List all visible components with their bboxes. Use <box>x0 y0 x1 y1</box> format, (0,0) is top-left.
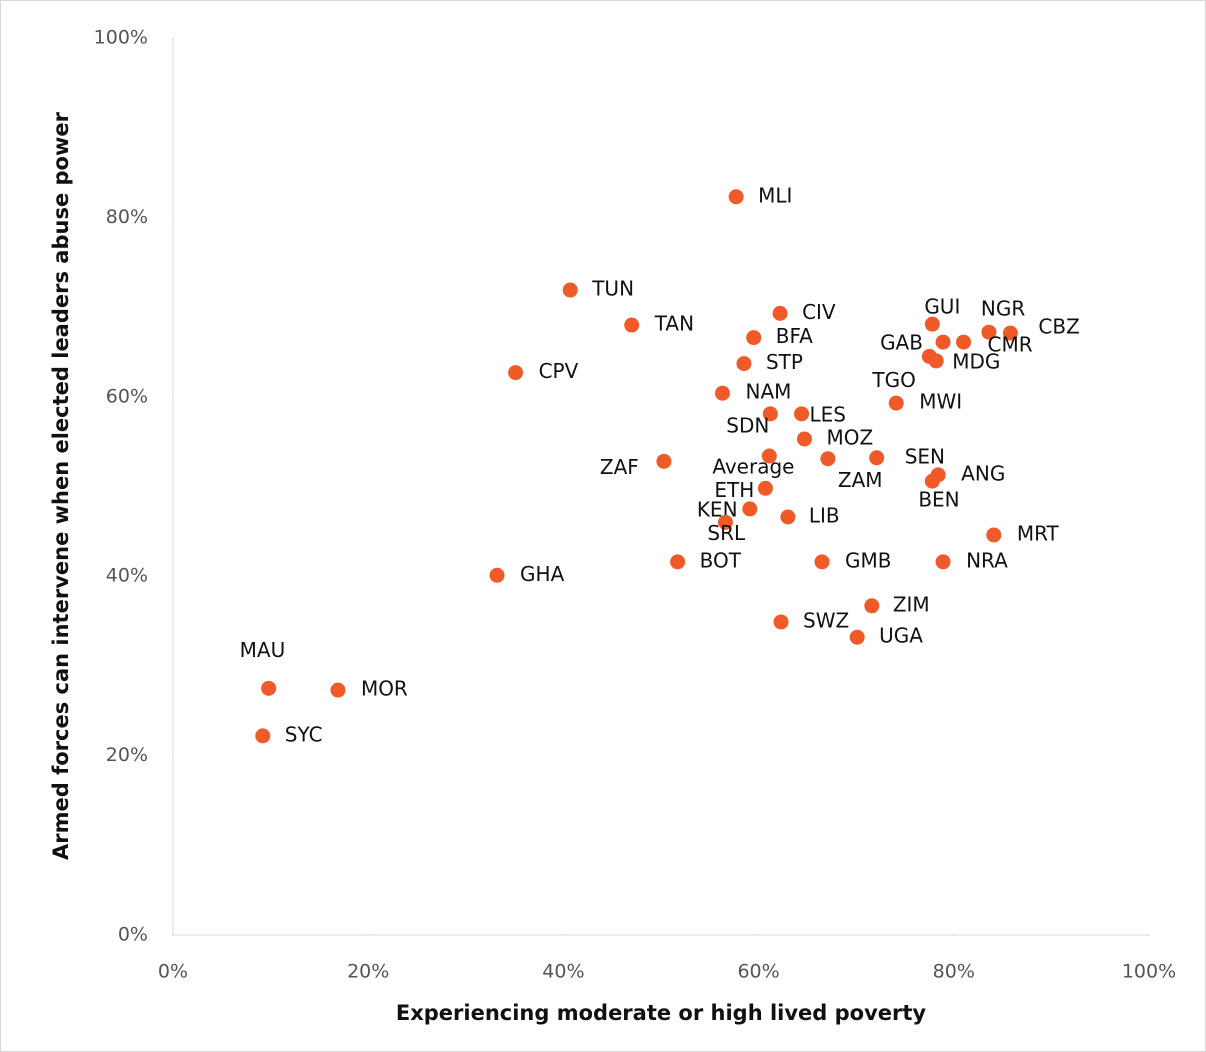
point-label: BOT <box>700 548 742 572</box>
point-label: BEN <box>918 488 959 512</box>
point-label: NGR <box>981 297 1025 321</box>
point <box>888 395 904 411</box>
point-label: SDN <box>726 413 769 437</box>
point <box>820 451 836 467</box>
point <box>746 330 762 346</box>
point <box>794 406 810 422</box>
point <box>780 509 796 525</box>
point <box>508 365 524 381</box>
y-tick-label: 100% <box>94 27 148 49</box>
point-label: ZAM <box>838 468 883 492</box>
point <box>773 614 789 630</box>
point-label: CIV <box>802 300 836 324</box>
point-label: CMR <box>988 333 1033 357</box>
point-label: UGA <box>879 624 923 648</box>
y-tick-label: 80% <box>106 206 148 228</box>
point <box>757 480 773 496</box>
point <box>986 527 1002 543</box>
point <box>670 554 686 570</box>
point <box>261 680 277 696</box>
point <box>489 567 505 583</box>
x-tick-label: 60% <box>737 961 779 983</box>
point-label: SEN <box>905 444 945 468</box>
y-tick-label: 0% <box>118 924 148 946</box>
point <box>717 514 733 530</box>
point-label: ZAF <box>600 455 639 479</box>
x-tick-label: 100% <box>1122 961 1176 983</box>
point <box>981 324 997 340</box>
point <box>935 554 951 570</box>
point <box>921 348 937 364</box>
x-tick-label: 80% <box>933 961 975 983</box>
point-label: TGO <box>871 368 915 392</box>
point-label: NAM <box>745 380 791 404</box>
point-label: LIB <box>809 503 840 527</box>
y-tick-label: 20% <box>106 744 148 766</box>
x-tick-label: 20% <box>347 961 389 983</box>
point <box>762 406 778 422</box>
point-label: SWZ <box>803 608 849 632</box>
point <box>714 385 730 401</box>
point-label: MAU <box>240 638 286 662</box>
point <box>935 334 951 350</box>
point-label: MLI <box>758 183 792 207</box>
point <box>956 334 972 350</box>
point-label: GAB <box>880 331 923 355</box>
point-label: KEN <box>697 497 738 521</box>
point <box>869 450 885 466</box>
point-label: ZIM <box>893 592 930 616</box>
point <box>742 501 758 517</box>
point-label: NRA <box>966 548 1008 572</box>
point <box>330 682 346 698</box>
point-label: MRT <box>1017 521 1060 545</box>
point <box>849 629 865 645</box>
point-label: GHA <box>520 562 565 586</box>
point <box>255 728 271 744</box>
point-label: MOZ <box>826 425 873 449</box>
point <box>796 431 812 447</box>
point <box>772 305 788 321</box>
point <box>728 189 744 205</box>
point <box>656 453 672 469</box>
x-tick-label: 0% <box>158 961 188 983</box>
y-axis-title: Armed forces can intervene when elected … <box>49 111 73 860</box>
point-label: CPV <box>539 359 579 383</box>
point-label: GMB <box>845 548 891 572</box>
point <box>814 554 830 570</box>
point-label: SYC <box>285 722 323 746</box>
point-label: LES <box>810 402 846 426</box>
point <box>864 598 880 614</box>
point <box>924 316 940 332</box>
point-label: TUN <box>591 277 634 301</box>
point-label: MWI <box>919 390 962 414</box>
point-label: GUI <box>924 295 960 319</box>
point-label: MOR <box>361 677 408 701</box>
point <box>562 282 578 298</box>
y-tick-label: 40% <box>106 565 148 587</box>
point-label: Average <box>712 455 794 479</box>
point-label: ETH <box>714 478 754 502</box>
point-label: SRL <box>707 521 746 545</box>
point-label: BFA <box>776 324 813 348</box>
point-label: ANG <box>961 461 1005 485</box>
point <box>1002 325 1018 341</box>
x-tick-label: 40% <box>542 961 584 983</box>
point <box>624 317 640 333</box>
point <box>924 473 940 489</box>
point-label: CBZ <box>1038 315 1079 339</box>
y-tick-label: 60% <box>106 385 148 407</box>
point-label: TAN <box>654 312 694 336</box>
point <box>736 356 752 372</box>
point-label: STP <box>766 350 803 374</box>
x-axis-title: Experiencing moderate or high lived pove… <box>396 1001 927 1025</box>
point-label: MDG <box>952 349 1000 373</box>
point <box>761 448 777 464</box>
